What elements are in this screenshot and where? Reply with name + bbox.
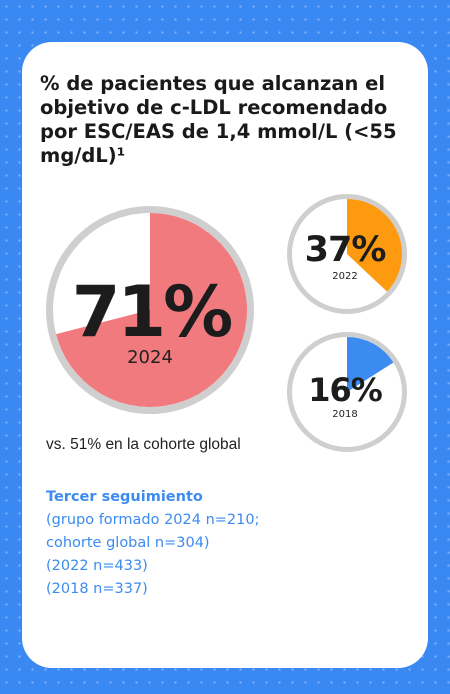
note-line: (2022 n=433) (46, 558, 148, 574)
pie-2024-slice (56, 213, 248, 408)
pie-2018-slice (347, 337, 394, 392)
note-line: cohorte global n=304) (46, 535, 210, 551)
note-line: (grupo formado 2024 n=210; (46, 512, 260, 528)
followup-note: Tercer seguimiento (grupo formado 2024 n… (46, 486, 346, 601)
pie-2022-slice (347, 199, 403, 292)
global-cohort-comparison: vs. 51% en la cohorte global (46, 436, 241, 453)
followup-heading: Tercer seguimiento (46, 489, 203, 505)
pie-2024-value: 71% (71, 271, 234, 353)
pie-2018-value: 16% (308, 371, 383, 409)
pie-2022-value: 37% (304, 230, 387, 270)
pie-2022-year: 2022 (332, 271, 358, 282)
pie-2018-year: 2018 (332, 409, 358, 420)
pie-2024-year: 2024 (127, 347, 173, 368)
chart-title: % de pacientes que alcanzan el objetivo … (40, 72, 397, 167)
note-line: (2018 n=337) (46, 581, 148, 597)
